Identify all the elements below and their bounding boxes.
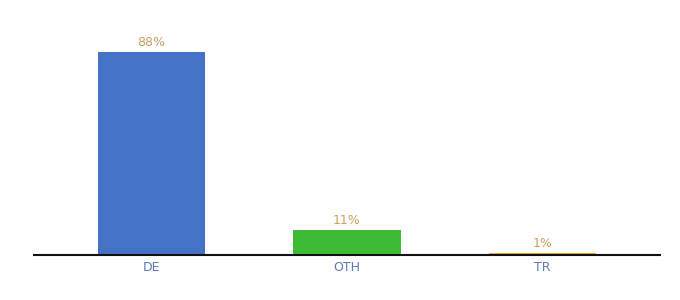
Bar	[97, 52, 205, 255]
Text: 11%: 11%	[333, 214, 360, 227]
Text: 88%: 88%	[137, 36, 165, 50]
Bar	[293, 230, 401, 255]
Bar	[488, 253, 596, 255]
Text: 1%: 1%	[532, 237, 552, 250]
